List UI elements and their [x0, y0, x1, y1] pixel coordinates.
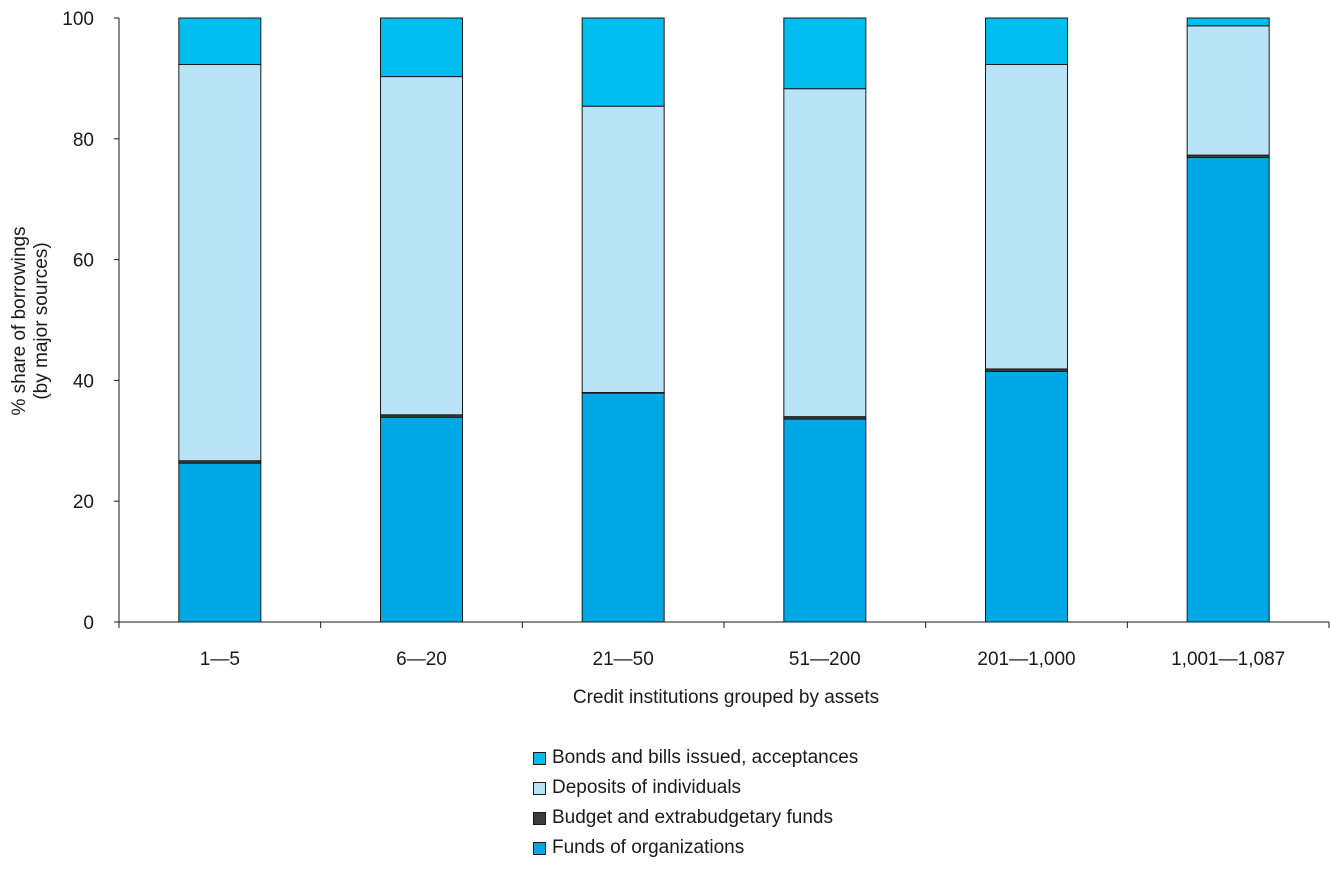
bar-segment: [783, 418, 867, 623]
legend-item: Deposits of individuals: [533, 773, 858, 803]
bar-segment: [380, 76, 463, 416]
y-axis-label: % share of borrowings: [9, 226, 30, 415]
x-axis: 1—5 6—20 21—50 51—200 201—1,000 1,001—1,087: [118, 621, 1330, 670]
bar-segment: [985, 64, 1068, 370]
y-tick-label: 20: [73, 492, 94, 513]
bar-segment: [178, 17, 262, 66]
legend-label: Deposits of individuals: [552, 777, 742, 798]
bar-segment: [783, 88, 867, 418]
legend-item: Funds of organizations: [533, 833, 858, 863]
bar-segment: [581, 17, 665, 107]
bar-segment: [985, 17, 1068, 66]
legend-swatch: [533, 841, 546, 855]
legend-swatch: [533, 781, 546, 795]
bar-segment: [380, 17, 463, 78]
y-axis: 0 20 40 60 80 100: [62, 9, 120, 634]
y-tick-label: 40: [73, 371, 94, 392]
bar-segment: [178, 462, 262, 623]
chart: 0 20 40 60 80 100 1—5 6—20 21—50 51—200 201—1,000…: [9, 9, 1330, 708]
bar-segment: [581, 105, 665, 393]
legend-label: Budget and extrabudgetary funds: [552, 807, 833, 828]
legend-label: Funds of organizations: [552, 837, 745, 858]
legend-item: Bonds and bills issued, acceptances: [533, 743, 858, 773]
bar-segment: [1186, 17, 1270, 27]
bar-segment: [178, 64, 262, 462]
legend-label: Bonds and bills issued, acceptances: [552, 747, 859, 768]
bar-segment: [783, 17, 867, 90]
legend-swatch: [533, 751, 546, 765]
y-tick-label: 60: [73, 251, 94, 272]
legend-item: Budget and extrabudgetary funds: [533, 803, 858, 833]
bar-segment: [1186, 25, 1270, 156]
x-tick-label: 1,001—1,087: [1171, 649, 1285, 670]
legend-swatch: [533, 811, 546, 825]
x-tick-label: 1—5: [200, 649, 240, 670]
bar-segment: [985, 370, 1068, 623]
x-tick-label: 201—1,000: [977, 649, 1075, 670]
bar-segment: [1186, 157, 1270, 623]
x-axis-label: Credit institutions grouped by assets: [573, 687, 879, 708]
x-tick-label: 6—20: [396, 649, 447, 670]
bar-segment: [581, 392, 665, 623]
legend: Bonds and bills issued, acceptances Depo…: [533, 743, 858, 863]
y-tick-label: 0: [83, 613, 94, 634]
x-tick-label: 21—50: [593, 649, 654, 670]
y-tick-label: 80: [73, 130, 94, 151]
bars: [178, 17, 1270, 623]
y-axis-label-line2: (by major sources): [31, 242, 52, 399]
y-tick-label: 100: [62, 9, 94, 30]
bar-segment: [380, 416, 463, 623]
x-tick-label: 51—200: [789, 649, 861, 670]
